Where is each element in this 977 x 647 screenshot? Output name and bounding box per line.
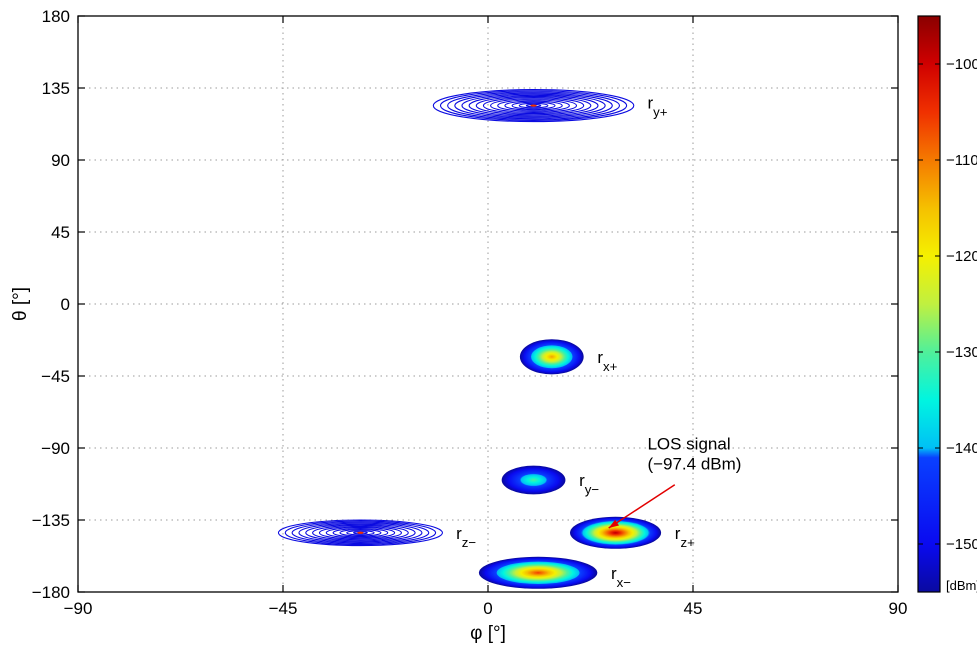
y-tick-label: 0 xyxy=(61,295,70,314)
y-tick-label: −135 xyxy=(32,511,70,530)
y-axis-label: θ [°] xyxy=(10,287,31,321)
y-tick-label: 135 xyxy=(42,79,70,98)
blob-rx_plus xyxy=(520,339,584,374)
y-tick-label: −45 xyxy=(41,367,70,386)
colorbar-tick-label: −130 xyxy=(946,344,977,361)
y-tick-label: 90 xyxy=(51,151,70,170)
colorbar-tick-label: −100 xyxy=(946,56,977,73)
blob-rx_minus xyxy=(479,557,597,589)
colorbar-unit: [dBm] xyxy=(946,578,977,593)
colorbar-tick-label: −140 xyxy=(946,440,977,457)
x-tick-label: 45 xyxy=(684,599,703,618)
colorbar-tick-label: −110 xyxy=(946,152,977,169)
colorbar xyxy=(918,16,940,592)
blob-ry_minus xyxy=(502,466,566,495)
y-tick-label: 180 xyxy=(42,7,70,26)
x-axis-label: φ [°] xyxy=(470,623,506,644)
colorbar-tick-label: −150 xyxy=(946,536,977,553)
los-annotation-line2: (−97.4 dBm) xyxy=(647,455,741,474)
x-tick-label: 90 xyxy=(889,599,908,618)
colorbar-tick-label: −120 xyxy=(946,248,977,265)
angle-power-scatter-figure: −90−4504590−180−135−90−4504590135180φ [°… xyxy=(0,0,977,647)
x-tick-label: 0 xyxy=(483,599,492,618)
y-tick-label: −90 xyxy=(41,439,70,458)
y-tick-label: −180 xyxy=(32,583,70,602)
los-annotation-line1: LOS signal xyxy=(647,435,730,454)
y-tick-label: 45 xyxy=(51,223,70,242)
x-tick-label: −45 xyxy=(269,599,298,618)
